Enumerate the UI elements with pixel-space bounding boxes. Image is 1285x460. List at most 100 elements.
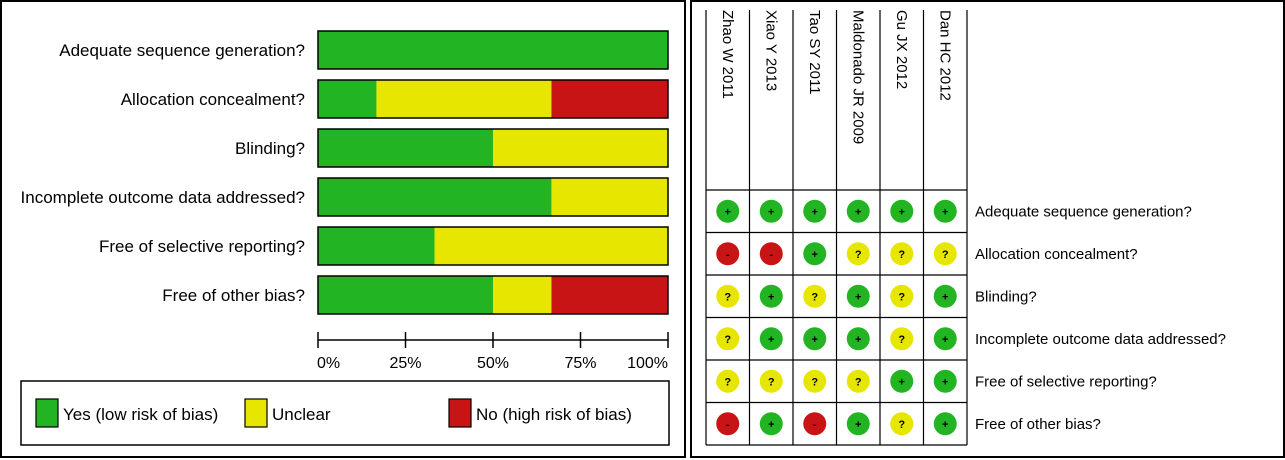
risk-circle xyxy=(933,284,957,308)
risk-circle xyxy=(933,369,957,393)
bar-yes-segment xyxy=(318,276,493,314)
category-label: Free of selective reporting? xyxy=(99,237,305,256)
unclear-risk-icon: ? xyxy=(803,369,827,393)
unclear-risk-icon: ? xyxy=(759,369,783,393)
category-label: Free of other bias? xyxy=(162,286,305,305)
study-label: Dan HC 2012 xyxy=(936,10,953,101)
x-tick-label: 25% xyxy=(389,355,421,372)
risk-symbol: ? xyxy=(942,249,949,261)
risk-symbol: ? xyxy=(724,334,731,346)
risk-circle xyxy=(716,369,740,393)
bar-unclear-segment xyxy=(493,276,552,314)
bar-outline xyxy=(317,30,669,70)
unclear-risk-icon: ? xyxy=(890,242,914,266)
low-risk-icon: + xyxy=(933,369,957,393)
risk-circle xyxy=(803,369,827,393)
legend-label: Unclear xyxy=(272,405,331,424)
unclear-risk-icon: ? xyxy=(890,412,914,436)
bar-yes-segment xyxy=(318,129,493,167)
risk-circle xyxy=(890,242,914,266)
unclear-risk-icon: ? xyxy=(716,284,740,308)
risk-symbol: + xyxy=(812,206,818,218)
risk-circle xyxy=(846,369,870,393)
risk-of-bias-graph: Adequate sequence generation? Allocation … xyxy=(0,0,686,458)
risk-symbol: + xyxy=(899,376,905,388)
risk-symbol: + xyxy=(942,291,948,303)
risk-circle xyxy=(716,242,740,266)
study-label: Gu JX 2012 xyxy=(893,10,910,89)
bar-yes-segment xyxy=(318,80,377,118)
bar-unclear-segment xyxy=(493,129,668,167)
risk-circle xyxy=(759,284,783,308)
risk-circle xyxy=(846,242,870,266)
risk-symbol: ? xyxy=(768,376,775,388)
risk-circle xyxy=(716,284,740,308)
legend-swatch xyxy=(244,398,268,428)
risk-symbol: + xyxy=(942,334,948,346)
high-risk-icon: - xyxy=(759,242,783,266)
low-risk-icon: + xyxy=(890,199,914,223)
study-label: Zhao W 2011 xyxy=(719,10,736,99)
unclear-risk-icon: ? xyxy=(716,369,740,393)
category-label: Incomplete outcome data addressed? xyxy=(21,188,305,207)
risk-circle xyxy=(759,327,783,351)
risk-symbol: ? xyxy=(898,334,905,346)
summary-table-svg: Zhao W 2011 Xiao Y 2013 Tao SY 2011 Maldona… xyxy=(705,10,1226,446)
domain-label: Blinding? xyxy=(975,288,1037,305)
risk-symbol: + xyxy=(768,419,774,431)
category-label: Blinding? xyxy=(235,139,305,158)
high-risk-icon: - xyxy=(716,412,740,436)
risk-circle xyxy=(803,412,827,436)
category-label: Allocation concealment? xyxy=(121,90,305,109)
low-risk-icon: + xyxy=(716,199,740,223)
risk-circle xyxy=(890,199,914,223)
low-risk-icon: + xyxy=(933,412,957,436)
legend: Yes (low risk of bias) Unclear No (high ri… xyxy=(20,380,670,446)
risk-circle xyxy=(933,412,957,436)
risk-circle xyxy=(803,327,827,351)
bar-outline xyxy=(317,226,669,266)
low-risk-icon: + xyxy=(803,242,827,266)
x-tick-label: 0% xyxy=(317,355,340,372)
low-risk-icon: + xyxy=(846,199,870,223)
legend-label: Yes (low risk of bias) xyxy=(63,405,218,424)
risk-circle xyxy=(846,412,870,436)
bar-outline xyxy=(317,79,669,119)
legend-swatch xyxy=(35,398,59,428)
risk-symbol: ? xyxy=(855,376,862,388)
risk-symbol: + xyxy=(855,334,861,346)
risk-symbol: + xyxy=(812,334,818,346)
risk-circle xyxy=(846,327,870,351)
bar-yes-segment xyxy=(318,227,435,265)
domain-label: Incomplete outcome data addressed? xyxy=(975,331,1226,348)
study-label: Tao SY 2011 xyxy=(806,10,823,95)
unclear-risk-icon: ? xyxy=(846,242,870,266)
legend-swatch xyxy=(448,398,472,428)
risk-symbol: ? xyxy=(724,376,731,388)
risk-symbol: + xyxy=(812,249,818,261)
risk-symbol: + xyxy=(768,334,774,346)
domain-label: Free of other bias? xyxy=(975,416,1101,433)
unclear-risk-icon: ? xyxy=(890,284,914,308)
domain-label: Allocation concealment? xyxy=(975,246,1138,263)
domain-label: Free of selective reporting? xyxy=(975,373,1157,390)
risk-circle xyxy=(890,327,914,351)
bar-unclear-segment xyxy=(376,80,552,118)
low-risk-icon: + xyxy=(846,284,870,308)
risk-circle xyxy=(890,412,914,436)
legend-label: No (high risk of bias) xyxy=(476,405,632,424)
unclear-risk-icon: ? xyxy=(716,327,740,351)
risk-circle xyxy=(759,242,783,266)
low-risk-icon: + xyxy=(890,369,914,393)
low-risk-icon: + xyxy=(933,327,957,351)
unclear-risk-icon: ? xyxy=(803,284,827,308)
risk-circle xyxy=(716,199,740,223)
x-tick-label: 50% xyxy=(477,355,509,372)
risk-of-bias-summary: Zhao W 2011 Xiao Y 2013 Tao SY 2011 Maldona… xyxy=(690,0,1285,458)
risk-symbol: + xyxy=(899,206,905,218)
bar-outline xyxy=(317,275,669,315)
risk-symbol: + xyxy=(855,206,861,218)
risk-symbol: ? xyxy=(855,249,862,261)
risk-circle xyxy=(933,327,957,351)
category-label: Adequate sequence generation? xyxy=(59,41,305,60)
